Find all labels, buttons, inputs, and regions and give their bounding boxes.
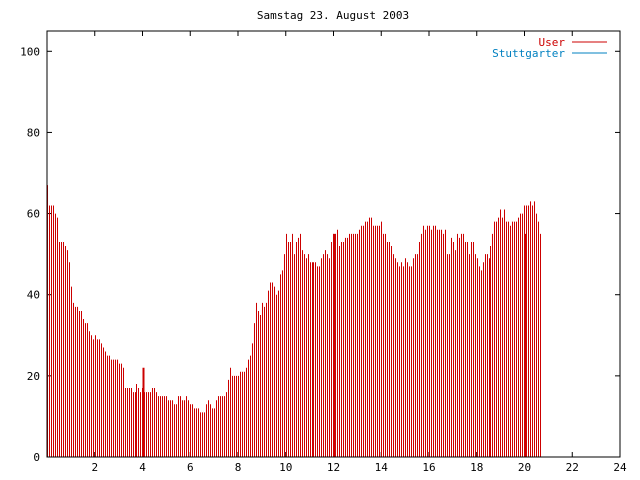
x-tick-label: 6 [187,461,194,474]
x-tick-label: 22 [566,461,579,474]
user-series-bars [47,185,541,457]
x-tick-label: 12 [327,461,340,474]
y-tick-label: 40 [27,289,40,302]
y-tick-label: 0 [33,451,40,464]
y-tick-label: 100 [20,45,40,58]
x-tick-label: 8 [235,461,242,474]
x-tick-label: 4 [139,461,146,474]
legend: User Stuttgarter [492,36,607,60]
y-axis: 0 20 40 60 80 100 [20,45,620,464]
legend-label-stuttgarter: Stuttgarter [492,47,565,60]
x-tick-label: 10 [279,461,292,474]
x-tick-label: 18 [470,461,483,474]
chart-title: Samstag 23. August 2003 [257,9,409,22]
plot-frame [46,30,621,458]
x-tick-label: 14 [375,461,389,474]
y-tick-label: 20 [27,370,40,383]
y-tick-label: 60 [27,208,40,221]
x-tick-label: 16 [422,461,435,474]
legend-label-user: User [539,36,566,49]
x-tick-label: 20 [518,461,531,474]
x-tick-label: 2 [91,461,98,474]
x-tick-label: 24 [613,461,627,474]
y-tick-label: 80 [27,126,40,139]
